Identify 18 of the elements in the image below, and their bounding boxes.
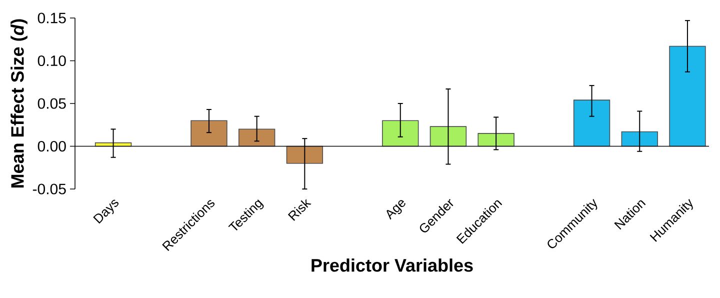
y-tick-label: 0.10	[38, 55, 66, 66]
bar	[286, 146, 324, 164]
y-tick-label: 0.05	[38, 98, 66, 109]
bar	[621, 131, 658, 147]
y-tick-label: 0.15	[38, 12, 66, 24]
x-tick-label: Risk	[288, 199, 312, 221]
bar	[382, 120, 419, 147]
bar	[238, 128, 276, 147]
bar	[573, 100, 610, 147]
y-tick-label: -0.05	[32, 184, 66, 194]
bar	[478, 133, 514, 147]
x-axis-title: Predictor Variables	[312, 258, 473, 272]
bar	[430, 126, 467, 147]
bar	[190, 120, 228, 147]
bar	[669, 46, 706, 147]
x-tick-label: Age	[386, 200, 406, 220]
y-tick-label: 0.00	[38, 140, 66, 152]
y-axis-title: Mean Effect Size (d)	[10, 19, 28, 188]
